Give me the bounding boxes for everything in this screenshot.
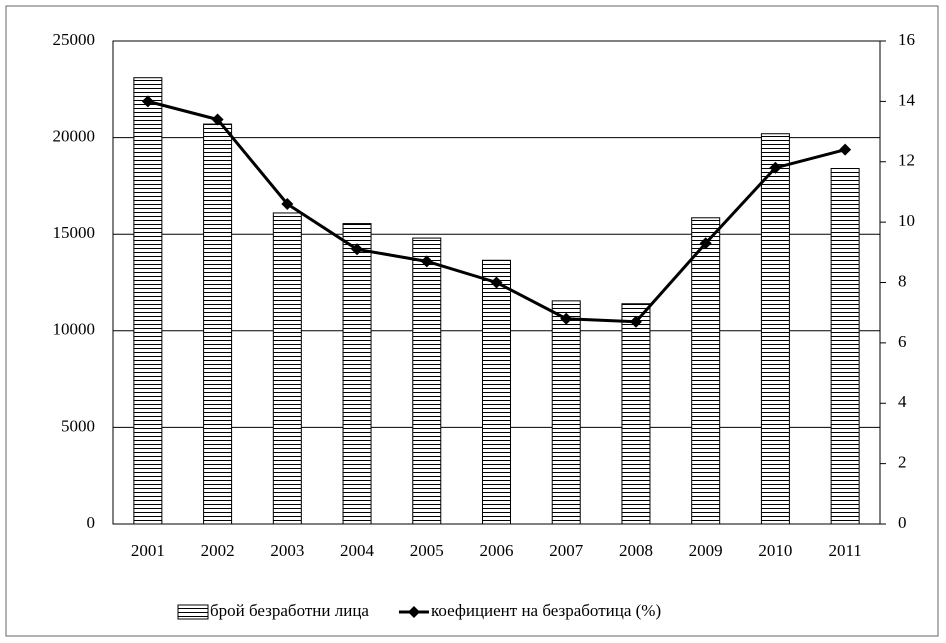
marker — [211, 113, 224, 126]
x-tick-label: 2004 — [340, 541, 375, 560]
legend-swatch — [177, 604, 209, 620]
bar — [412, 237, 442, 525]
y2-tick-label: 16 — [898, 30, 915, 49]
marker — [699, 237, 712, 250]
bar — [691, 217, 721, 525]
y2-tick-label: 4 — [898, 392, 907, 411]
y2-tick-label: 2 — [898, 453, 907, 472]
y-tick-label: 5000 — [61, 416, 95, 435]
y-tick-label: 0 — [87, 513, 96, 532]
marker — [281, 198, 294, 211]
marker — [560, 312, 573, 325]
y-tick-label: 20000 — [53, 127, 96, 146]
marker — [839, 143, 852, 156]
bar — [830, 168, 860, 525]
bar — [272, 212, 302, 525]
bar — [133, 77, 163, 525]
y-tick-label: 15000 — [53, 223, 96, 242]
x-tick-label: 2005 — [410, 541, 444, 560]
marker — [420, 255, 433, 268]
marker — [490, 276, 503, 289]
legend-label: брой безработни лица — [210, 601, 369, 620]
x-tick-label: 2007 — [549, 541, 584, 560]
bar — [621, 303, 651, 525]
marker — [769, 161, 782, 174]
y-tick-label: 25000 — [53, 30, 96, 49]
y2-tick-label: 8 — [898, 271, 907, 290]
y2-tick-label: 12 — [898, 151, 915, 170]
bar — [760, 133, 790, 525]
x-tick-label: 2008 — [619, 541, 653, 560]
x-tick-label: 2010 — [758, 541, 792, 560]
x-tick-label: 2003 — [270, 541, 304, 560]
bar — [342, 223, 372, 525]
bar — [551, 300, 581, 525]
x-tick-label: 2002 — [201, 541, 235, 560]
x-tick-label: 2011 — [828, 541, 861, 560]
bar — [482, 259, 511, 525]
x-tick-label: 2009 — [689, 541, 723, 560]
x-tick-label: 2001 — [131, 541, 165, 560]
y2-tick-label: 14 — [898, 90, 916, 109]
marker — [141, 95, 154, 108]
y2-tick-label: 6 — [898, 332, 907, 351]
y2-tick-label: 10 — [898, 211, 915, 230]
y2-tick-label: 0 — [898, 513, 907, 532]
bar — [203, 123, 233, 525]
marker — [629, 315, 642, 328]
marker — [351, 243, 364, 256]
legend-label: коефициент на безработица (%) — [431, 601, 661, 620]
x-tick-label: 2006 — [480, 541, 514, 560]
y-tick-label: 10000 — [53, 320, 96, 339]
legend-marker — [407, 606, 420, 618]
